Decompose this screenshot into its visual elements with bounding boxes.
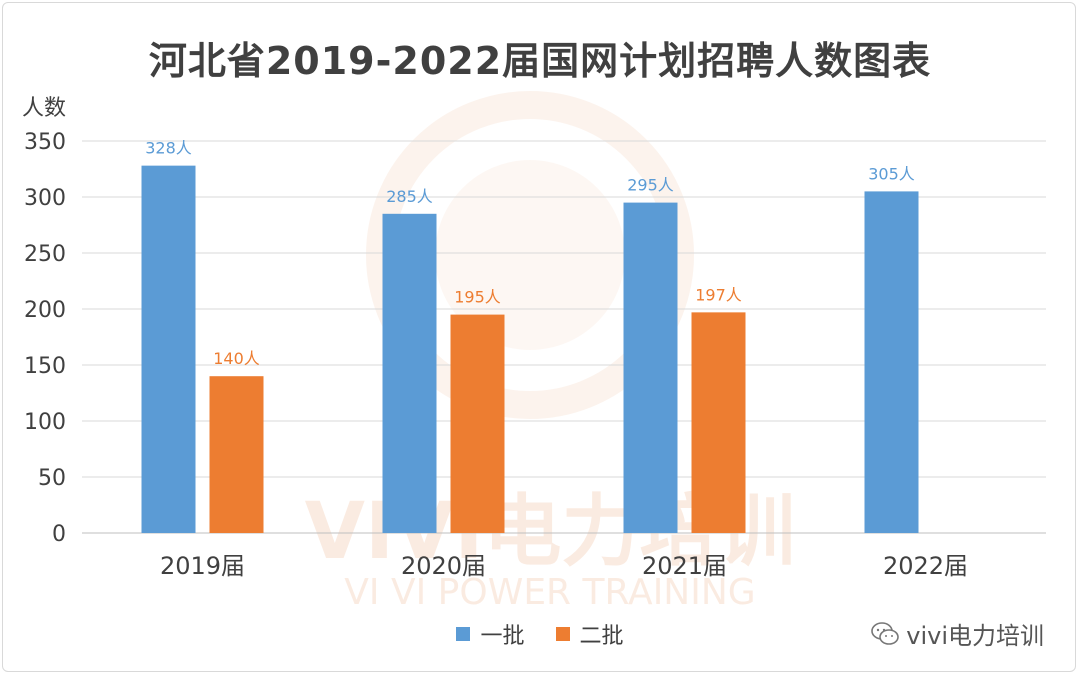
bar-series-1 (623, 202, 678, 533)
bar-series-2 (691, 312, 746, 533)
y-tick-label: 100 (24, 410, 66, 435)
y-tick-label: 250 (24, 242, 66, 267)
bar-series-1 (141, 165, 196, 533)
wechat-icon (871, 621, 900, 645)
y-tick-label: 0 (52, 522, 66, 547)
x-tick-label: 2019届 (160, 552, 245, 580)
x-tick-label: 2022届 (883, 552, 968, 580)
legend-item-series-1: 一批 (456, 618, 525, 650)
chart-title: 河北省2019-2022届国网计划招聘人数图表 (148, 39, 932, 83)
y-axis-label: 人数 (22, 96, 67, 121)
data-label: 328人 (145, 139, 192, 158)
y-tick-label: 200 (24, 298, 66, 323)
y-tick-label: 300 (24, 186, 66, 211)
bar-series-2 (209, 376, 264, 533)
data-label: 285人 (386, 187, 433, 206)
data-label: 195人 (454, 288, 501, 307)
legend-swatch-series-2 (555, 627, 570, 641)
legend-label-series-2: 二批 (579, 624, 624, 649)
data-label: 305人 (868, 164, 915, 183)
legend-label-series-1: 一批 (480, 624, 525, 649)
wechat-account-name: vivi电力培训 (906, 622, 1044, 650)
bar-series-2 (450, 314, 505, 533)
bar-series-1 (864, 191, 919, 533)
legend: 一批 二批 (0, 618, 1080, 650)
y-tick-label: 150 (24, 354, 66, 379)
x-tick-label: 2021届 (642, 552, 727, 580)
x-tick-label: 2020届 (401, 552, 486, 580)
legend-item-series-2: 二批 (555, 618, 624, 650)
wechat-account: vivi电力培训 (870, 616, 1044, 651)
bar-series-1 (382, 213, 437, 534)
data-label: 140人 (213, 349, 260, 368)
y-tick-label: 50 (38, 466, 66, 491)
y-tick-label: 350 (24, 130, 66, 155)
legend-swatch-series-1 (456, 627, 471, 641)
data-label: 197人 (695, 285, 742, 304)
data-label: 295人 (627, 176, 674, 195)
